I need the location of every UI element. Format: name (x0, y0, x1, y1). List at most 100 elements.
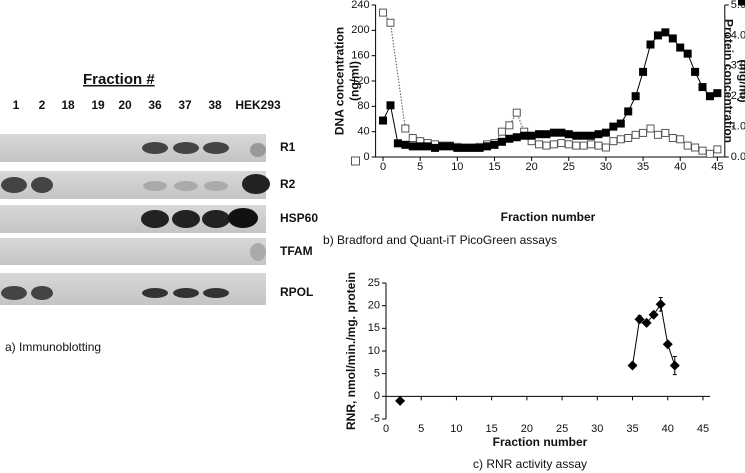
point (601, 128, 610, 137)
point (572, 141, 581, 150)
point (379, 116, 388, 125)
y-tick-label: -5 (370, 413, 380, 425)
point (624, 134, 633, 142)
point (542, 141, 551, 150)
x-tick-label: 30 (591, 423, 603, 435)
point (639, 128, 648, 137)
x-tick-label: 35 (626, 423, 638, 435)
fraction-heading: Fraction # (83, 71, 155, 88)
point (401, 140, 410, 149)
point (497, 127, 506, 136)
point (468, 143, 477, 152)
x-tick-label: 15 (488, 161, 500, 173)
row-labels: R1 R2 HSP60 TFAM RPOL (280, 140, 318, 299)
lane-label: 38 (208, 98, 222, 112)
y2-tick-label: 4.0 (731, 29, 745, 41)
point (587, 131, 596, 140)
point (691, 67, 700, 76)
point (557, 128, 566, 137)
x-tick-label: 5 (418, 423, 424, 435)
point (639, 67, 648, 76)
point (512, 133, 521, 142)
point (401, 124, 410, 133)
x-tick-label: 40 (674, 161, 686, 173)
point (668, 34, 677, 43)
y2-tick-label: 0.0 (731, 151, 745, 163)
x-axis-title: Fraction number (501, 210, 596, 224)
point (549, 140, 558, 149)
point (631, 130, 640, 139)
point (393, 139, 402, 148)
x-tick-label: 35 (637, 161, 649, 173)
point (395, 395, 406, 406)
point (705, 92, 714, 101)
point (579, 131, 588, 140)
row-label: R2 (280, 177, 296, 191)
axis-title: RNR, nmol/min./mg. protein (344, 272, 358, 430)
x-tick-label: 25 (556, 423, 568, 435)
row-label: TFAM (280, 244, 313, 258)
axis-title-line: DNA concentration (333, 27, 347, 135)
point (594, 141, 603, 150)
point (676, 43, 685, 52)
point (634, 314, 645, 325)
point (564, 140, 573, 149)
point (631, 92, 640, 101)
point (627, 360, 638, 371)
axis-title-line: Protein concentration (721, 19, 735, 143)
point (648, 309, 659, 320)
panel-caption: a) Immunoblotting (5, 340, 101, 354)
point (520, 131, 529, 140)
lane-label: 20 (118, 98, 132, 112)
x-tick-label: 10 (451, 161, 463, 173)
point (653, 31, 662, 40)
point (705, 149, 714, 158)
point (483, 142, 492, 151)
lane-label: HEK293 (235, 98, 281, 112)
point (386, 18, 395, 27)
x-tick-label: 45 (711, 161, 723, 173)
x-tick-label: 0 (383, 423, 389, 435)
y-tick-label: 20 (368, 300, 380, 312)
x-tick-label: 40 (662, 423, 674, 435)
point (379, 8, 388, 17)
x-axis-title: Fraction number (493, 435, 588, 449)
point (512, 108, 521, 117)
point (661, 28, 670, 37)
lane-labels: 1 2 18 19 20 36 37 38 HEK293 (13, 98, 281, 112)
lane-label: 2 (39, 98, 46, 112)
y-tick-label: 120 (351, 75, 369, 87)
point (624, 107, 633, 116)
point (655, 299, 666, 310)
point (423, 142, 432, 151)
x-tick-label: 20 (521, 423, 533, 435)
point (564, 130, 573, 139)
y-tick-label: 15 (368, 322, 380, 334)
point (557, 139, 566, 148)
x-tick-label: 30 (600, 161, 612, 173)
row-label: RPOL (280, 285, 313, 299)
point (416, 142, 425, 151)
point (542, 130, 551, 139)
x-tick-label: 15 (486, 423, 498, 435)
immunoblot-panel: Fraction # 1 2 18 19 20 36 37 38 HEK293 R1 R2 HSP6… (0, 71, 318, 354)
y-tick-label: 40 (357, 126, 369, 138)
y2-tick-label: 1.0 (731, 121, 745, 133)
lane-label: 36 (148, 98, 162, 112)
row-label: HSP60 (280, 211, 318, 225)
point (616, 119, 625, 128)
row-label: R1 (280, 140, 296, 154)
point (587, 140, 596, 149)
x-tick-label: 5 (417, 161, 423, 173)
point (527, 131, 536, 140)
point (669, 360, 680, 371)
x-tick-label: 20 (526, 161, 538, 173)
point (490, 140, 499, 149)
axis-title-line: (mg/ml) (736, 59, 745, 102)
point (549, 128, 558, 137)
point (683, 49, 692, 58)
x-tick-label: 25 (563, 161, 575, 173)
lane-label: 19 (91, 98, 105, 112)
